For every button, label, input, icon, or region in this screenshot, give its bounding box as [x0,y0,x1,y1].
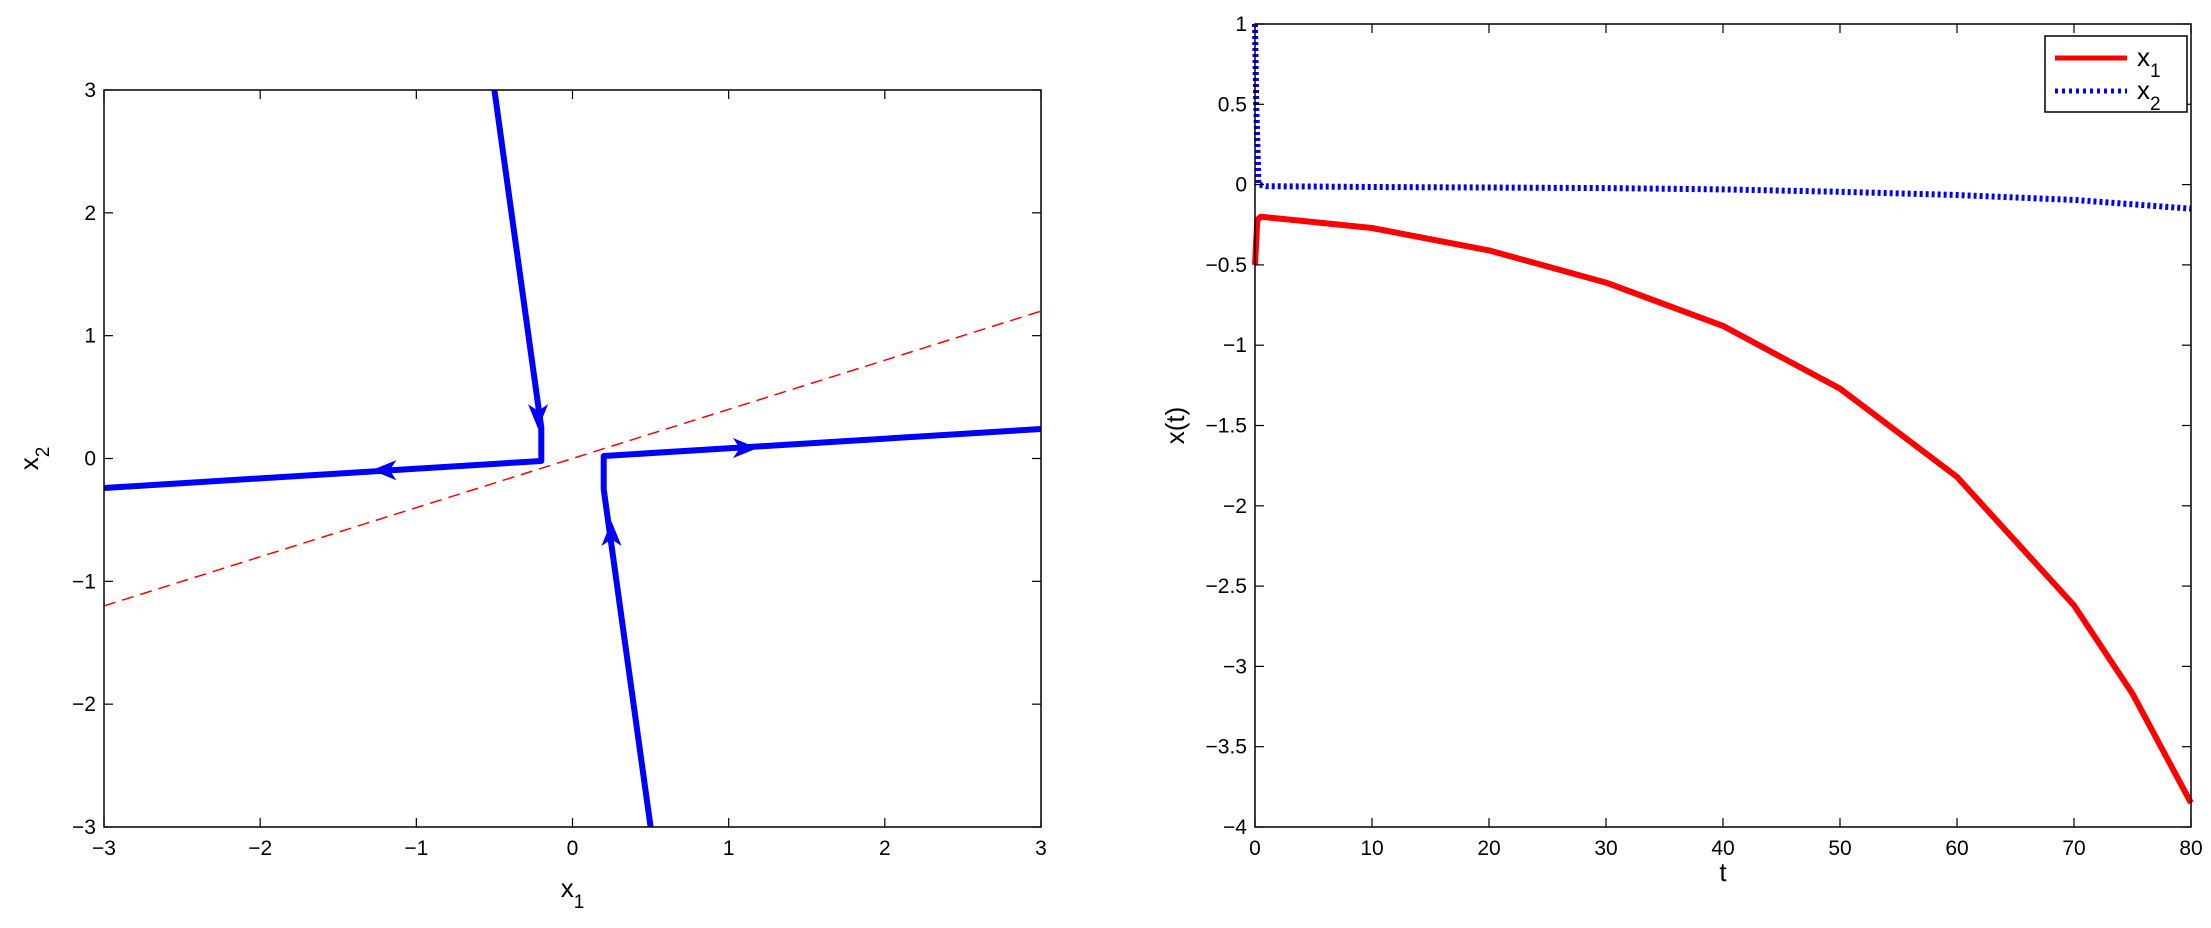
y-tick-label: −2.5 [1206,575,1247,598]
phase-portrait-x-axis-label: x1 [561,873,585,913]
x-tick-label: 0 [567,837,579,860]
x-tick-label: −3 [92,837,116,860]
y-tick-label: 1 [84,325,96,348]
arrow-right-icon [732,438,758,459]
y-tick-label: −3 [72,816,96,839]
reference-dashed-line [103,310,1042,607]
y-tick-label: −0.5 [1206,254,1247,277]
trajectory-line [600,426,1042,828]
y-tick-label: −4 [1223,816,1247,839]
time-response-x-axis-label: t [1719,857,1727,887]
legend: x1 x2 [2044,35,2188,115]
x-tick-label: 50 [1828,837,1851,860]
y-tick-label: 0 [84,448,96,471]
y-tick-label: −1.5 [1206,415,1247,438]
trajectory-line [103,89,545,491]
series-x2-line [1252,23,2192,212]
phase-portrait-x-ticks: −3 −2 −1 0 1 2 3 [92,90,1047,860]
y-tick-label: 2 [84,202,96,225]
x-tick-label: 20 [1477,837,1500,860]
series-x1-line [1252,213,2194,805]
y-tick-label: −1 [72,570,96,593]
phase-portrait-chart: −3 −2 −1 0 1 2 3 −3 −2 −1 0 1 2 3 x1 x2 [14,79,1047,913]
y-tick-label: 3 [84,79,96,102]
y-tick-label: −3 [1223,655,1247,678]
time-response-y-axis-label: x(t) [1160,407,1190,445]
time-response-frame [1254,23,2192,828]
x-tick-label: 30 [1594,837,1617,860]
y-tick-label: 1 [1235,13,1247,36]
time-response-series [1252,23,2194,805]
phase-portrait-frame [103,89,1042,828]
x-tick-label: −1 [404,837,428,860]
y-tick-label: −1 [1223,334,1247,357]
x-tick-label: −2 [248,837,272,860]
y-tick-label: 0 [1235,174,1247,197]
arrow-down-icon [528,404,549,429]
time-response-y-ticks: −4 −3.5 −3 −2.5 −2 −1.5 −1 −0.5 0 0.5 1 [1206,13,2191,839]
trajectory-arrows [371,404,758,547]
x-tick-label: 0 [1249,837,1261,860]
x-tick-label: 80 [2179,837,2202,860]
legend-box [2044,35,2188,113]
time-response-x-ticks: 0 10 20 30 40 50 60 70 80 [1249,24,2203,860]
arrow-left-icon [371,460,397,481]
x-tick-label: 1 [723,837,735,860]
x-tick-label: 10 [1360,837,1383,860]
x-tick-label: 2 [879,837,891,860]
y-tick-label: −2 [72,693,96,716]
x-tick-label: 3 [1035,837,1047,860]
legend-label-x2: x2 [2137,75,2161,115]
y-tick-label: −2 [1223,495,1247,518]
y-tick-label: 0.5 [1218,93,1247,116]
phase-portrait-y-ticks: −3 −2 −1 0 1 2 3 [72,79,1041,839]
phase-portrait-series [103,89,1042,828]
x-tick-label: 40 [1711,837,1734,860]
time-response-chart: 0 10 20 30 40 50 60 70 80 −4−3.5−3−2.5−2−1.5−1−0… [1160,13,2203,887]
y-tick-label: −3.5 [1206,736,1247,759]
legend-label-x1: x1 [2137,42,2161,82]
arrow-up-icon [601,521,622,547]
phase-portrait-y-axis-label: x2 [14,447,54,471]
x-tick-label: 70 [2062,837,2085,860]
x-tick-label: 60 [1945,837,1968,860]
